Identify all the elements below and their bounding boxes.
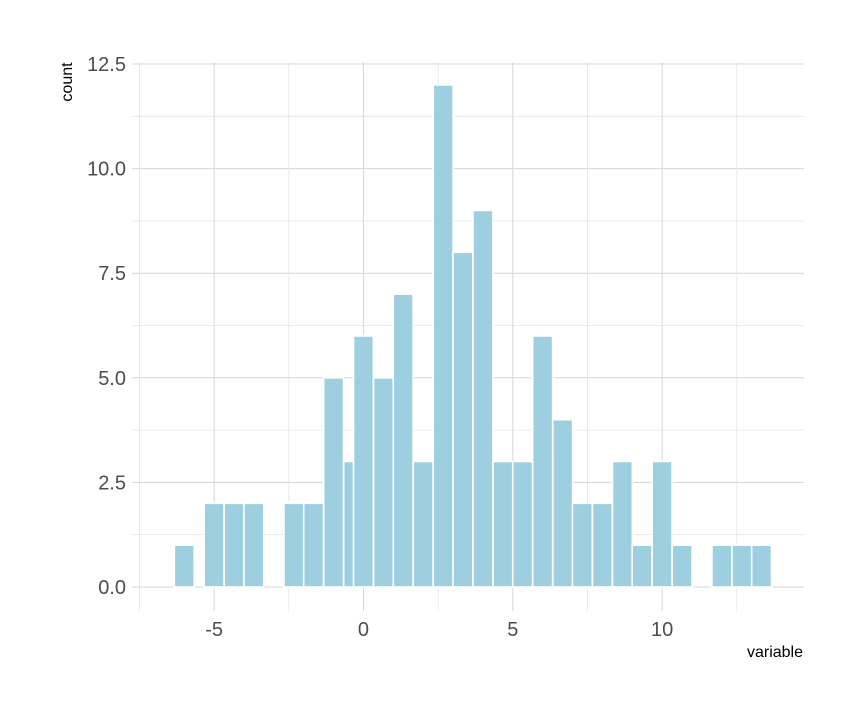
histogram-bar — [511, 460, 534, 588]
x-tick-label: 0 — [358, 619, 369, 641]
histogram-bar — [651, 460, 673, 588]
x-tick-label: 10 — [651, 619, 673, 641]
histogram-bar — [243, 502, 265, 588]
x-axis-tick-labels: -5 0 5 10 — [205, 619, 673, 641]
histogram-bar — [591, 502, 614, 588]
histogram-bar — [223, 502, 245, 588]
histogram-bar — [631, 544, 653, 588]
y-tick-label: 0.0 — [98, 577, 126, 599]
histogram-bar — [283, 502, 305, 588]
histogram-bar — [671, 544, 693, 588]
y-axis-tick-labels: 0.0 2.5 5.0 7.5 10.0 12.5 — [87, 54, 126, 599]
histogram-bar — [452, 251, 474, 588]
histogram-bar — [731, 544, 753, 588]
y-tick-label: 7.5 — [98, 263, 126, 285]
histogram-bar — [412, 460, 434, 588]
histogram-bar — [322, 376, 345, 588]
histogram-bar — [551, 418, 574, 588]
y-tick-label: 12.5 — [87, 54, 126, 76]
x-tick-label: -5 — [205, 619, 223, 641]
x-axis-title: variable — [747, 644, 803, 661]
histogram-bar — [611, 460, 634, 588]
histogram-bar — [571, 502, 594, 588]
histogram-bar — [392, 293, 414, 588]
histogram-bar — [531, 335, 554, 588]
y-tick-label: 2.5 — [98, 472, 126, 494]
y-tick-label: 10.0 — [87, 159, 126, 181]
histogram-bar — [711, 544, 733, 588]
histogram-bar — [352, 335, 375, 588]
y-tick-label: 5.0 — [98, 368, 126, 390]
x-tick-label: 5 — [507, 619, 518, 641]
histogram-bars — [173, 84, 773, 588]
histogram-bar — [472, 209, 494, 588]
histogram-bar — [432, 84, 454, 588]
histogram-bar — [750, 544, 773, 588]
histogram-bar — [302, 502, 325, 588]
histogram-bar — [173, 544, 195, 588]
histogram-bar — [372, 376, 395, 588]
histogram-bar — [492, 460, 514, 588]
y-axis-title: count — [59, 62, 76, 102]
histogram-bar — [203, 502, 225, 588]
